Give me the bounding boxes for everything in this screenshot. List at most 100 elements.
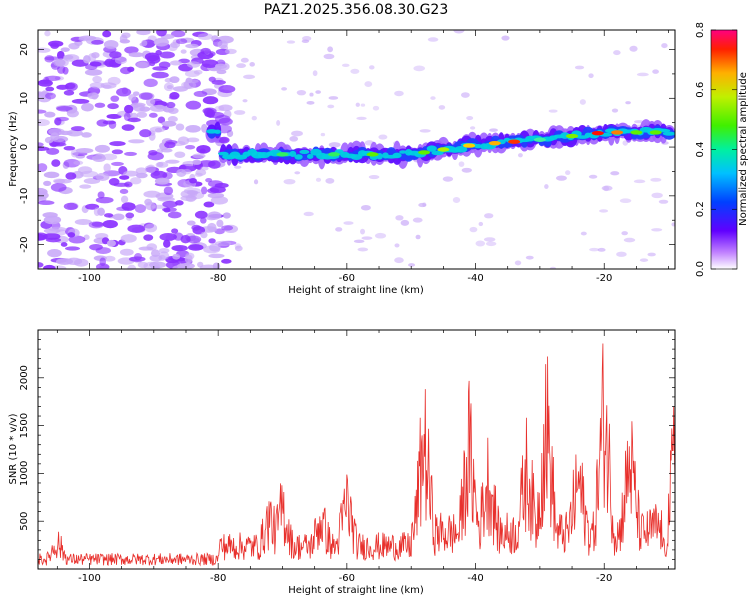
spectrogram-noise-cell <box>647 252 656 257</box>
spectrogram-noise-cell <box>111 149 124 155</box>
spectrogram-noise-cell <box>48 128 65 136</box>
spectrogram-noise-cell <box>127 224 146 233</box>
spectrogram-noise-cell <box>208 253 225 259</box>
spectrogram-noise-cell <box>107 76 121 86</box>
spectrogram-noise-cell <box>372 105 380 111</box>
spectrogram-noise-cell <box>92 75 103 83</box>
spectrogram-noise-cell <box>60 47 70 52</box>
colorbar-ticks: 0.8 0.6 0.4 0.2 0.0 <box>695 22 737 277</box>
spectrogram-noise-cell <box>38 163 48 172</box>
spectrogram-noise-cell <box>189 177 197 184</box>
spectrogram-noise-cell <box>296 89 307 96</box>
spectrogram-noise-cell <box>43 215 62 225</box>
spectrogram-noise-cell <box>158 254 166 262</box>
spectrogram-noise-cell <box>121 32 131 39</box>
spectrogram-noise-cell <box>601 185 613 191</box>
spectrogram-noise-cell <box>120 234 137 243</box>
spectrogram-noise-cell <box>548 109 558 113</box>
spectrogram-noise-cell <box>103 40 119 49</box>
spectrogram-noise-cell <box>452 196 461 203</box>
spectrogram-noise-cell <box>621 231 628 236</box>
spectrogram-noise-cell <box>619 198 632 204</box>
spectrogram-noise-cell <box>53 58 69 68</box>
spectrogram-noise-cell <box>95 247 111 255</box>
spectrogram-noise-cell <box>163 82 175 92</box>
spectrogram-noise-cell <box>207 192 225 199</box>
spectrogram-noise-cell <box>153 37 169 47</box>
spectrogram-noise-cell <box>102 219 118 229</box>
spectrogram-noise-cell <box>65 82 76 90</box>
spectrogram-noise-cell <box>221 225 234 231</box>
spectrogram-x-ticks: -100 -80 -60 -40 -20 <box>56 30 669 284</box>
spectrogram-peak-cell <box>327 152 340 157</box>
spectrogram-peak-cell <box>418 150 431 155</box>
spectrogram-noise-cell <box>70 126 85 132</box>
spectrogram-noise-cell <box>38 262 44 268</box>
spectrogram-noise-cell <box>234 165 242 169</box>
spectrogram-noise-cell <box>249 62 255 67</box>
spectrogram-noise-cell <box>155 161 169 168</box>
spectrogram-noise-cell <box>47 248 62 258</box>
spectrogram-noise-cell <box>103 163 111 173</box>
spectrogram-noise-cell <box>216 219 224 228</box>
spectrogram-noise-cell <box>119 188 129 194</box>
spectrogram-peak-cell <box>630 130 643 135</box>
spectrogram-noise-cell <box>184 70 200 78</box>
spectrogram-peak-cell <box>508 139 521 144</box>
spectrogram-noise-cell <box>276 119 281 126</box>
spectrogram-noise-cell <box>91 39 104 45</box>
spectrogram-noise-cell <box>203 201 215 208</box>
spectrogram-noise-cell <box>315 177 322 182</box>
spectrogram-noise-cell <box>208 76 216 82</box>
spectrogram-noise-cell <box>549 266 557 269</box>
spectrogram-noise-cell <box>80 170 99 178</box>
spectrogram-noise-cell <box>461 167 472 173</box>
spectrogram-noise-cell <box>125 212 135 219</box>
spectrogram-frame <box>37 29 676 270</box>
snr-x-ticks: -100 -80 -60 -40 -20 <box>56 330 669 584</box>
spectrogram-noise-cell <box>166 101 176 109</box>
spectrogram-noise-cell <box>353 239 365 244</box>
spectrogram-noise-cell <box>360 228 366 235</box>
spectrogram-noise-cell <box>186 137 200 143</box>
spectrogram-noise-cell <box>671 222 675 227</box>
spectrogram-noise-cell <box>171 244 188 252</box>
snr-y-tick-label: 1500 <box>19 413 30 438</box>
spectrogram-noise-cell <box>175 200 184 206</box>
spectrogram-noise-cell <box>242 99 248 103</box>
spectrogram-noise-cell <box>155 104 165 110</box>
snr-y-tick-label: 2000 <box>19 365 30 390</box>
spectrogram-noise-cell <box>301 39 310 44</box>
snr-plot: -100 -80 -60 -40 -20 500 1000 1500 2000 Height … <box>8 329 676 596</box>
spectrogram-noise-cell <box>84 69 103 76</box>
spectrogram-x-tick-label: -40 <box>467 273 483 284</box>
spectrogram-noise-cell <box>589 247 600 252</box>
spectrogram-noise-cell <box>574 65 585 70</box>
spectrogram-noise-cell <box>201 123 208 133</box>
spectrogram-signal-cell <box>289 150 297 158</box>
spectrogram-noise-cell <box>50 182 67 192</box>
snr-y-tick-label: 1000 <box>19 461 30 486</box>
spectrogram-noise-cell <box>208 238 216 244</box>
spectrogram-peak-cell <box>488 140 501 146</box>
snr-x-tick-label: -40 <box>467 573 483 584</box>
spectrogram-noise-cell <box>469 226 478 233</box>
colorbar-tick-label: 0.4 <box>695 142 706 158</box>
spectrogram-noise-cell <box>68 42 80 50</box>
spectrogram-noise-cell <box>43 171 60 179</box>
spectrogram-noise-cell <box>400 219 410 226</box>
spectrogram-noise-cell <box>217 40 228 49</box>
spectrogram-noise-cell <box>130 177 142 185</box>
spectrogram-noise-cell <box>158 61 171 69</box>
spectrogram-noise-cell <box>327 46 334 53</box>
spectrogram-noise-cell <box>629 45 638 52</box>
snr-frame <box>37 329 676 570</box>
spectrogram-noise-cell <box>163 186 174 196</box>
spectrogram-noise-cell <box>218 104 233 112</box>
spectrogram-noise-cell <box>633 179 646 184</box>
spectrogram-noise-cell <box>144 223 158 233</box>
spectrogram-noise-cell <box>202 96 219 105</box>
spectrogram-noise-cell <box>208 111 225 119</box>
spectrogram-noise-cell <box>419 129 431 133</box>
spectrogram-peak-cell <box>366 152 379 157</box>
